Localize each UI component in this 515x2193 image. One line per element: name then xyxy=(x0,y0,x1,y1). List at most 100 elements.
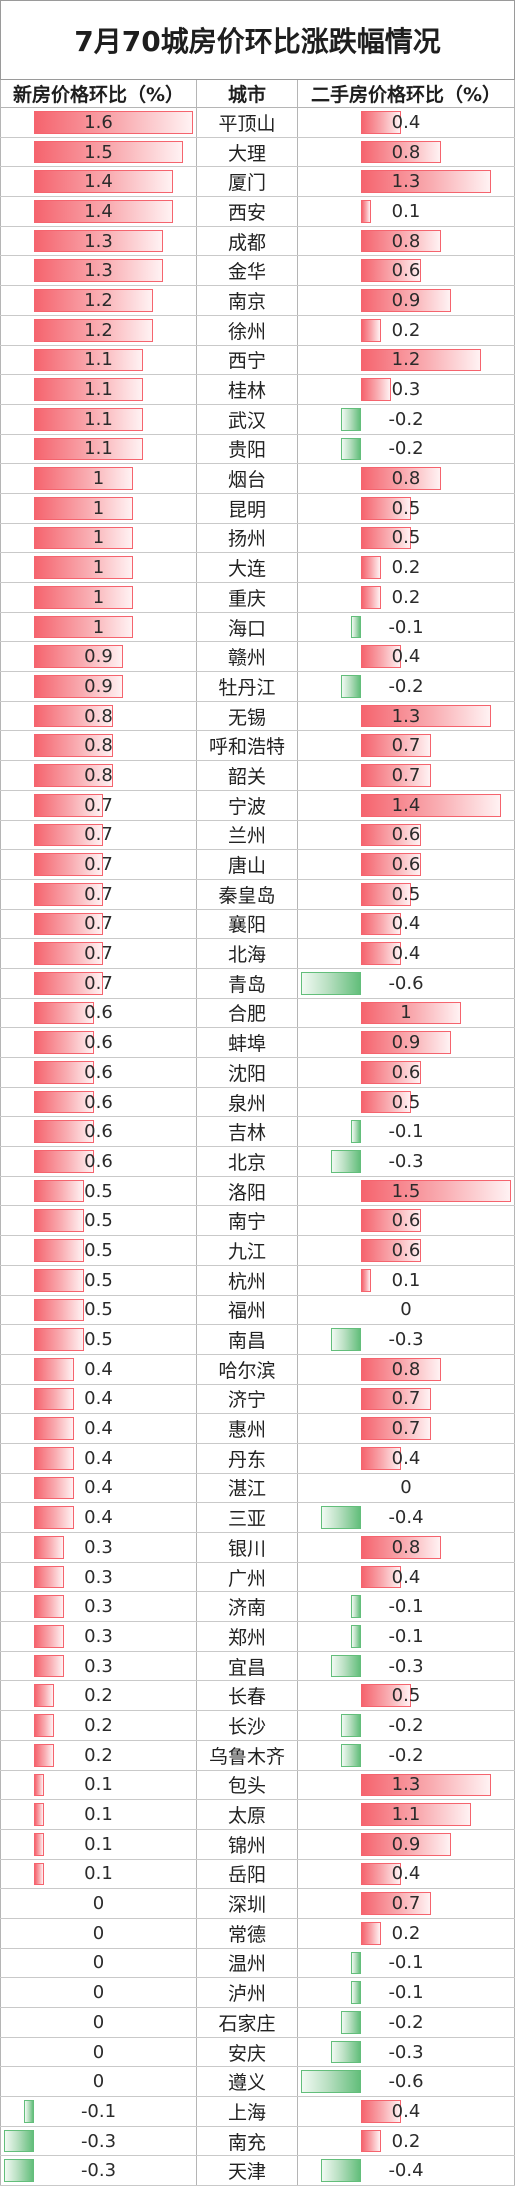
city-name: 重庆 xyxy=(227,587,266,610)
second-hand-price-cell: 0.2 xyxy=(298,1918,515,1948)
second-hand-price-bar xyxy=(361,140,441,164)
table-row: 1 海口 -0.1 xyxy=(0,612,515,643)
new-price-value: 0.7 xyxy=(84,913,113,935)
city-name: 石家庄 xyxy=(218,2012,276,2035)
second-hand-price-bar xyxy=(361,318,381,342)
table-row: 1.1 桂林 0.3 xyxy=(0,375,515,405)
second-hand-price-bar xyxy=(341,1743,361,1767)
header-new-price: 新房价格环比（%） xyxy=(0,80,197,107)
city-cell: 北京 xyxy=(197,1147,298,1176)
new-price-value: 0 xyxy=(92,2041,105,2063)
second-hand-price-bar xyxy=(341,407,361,431)
new-price-value: 0.5 xyxy=(84,1180,113,1202)
second-hand-price-cell: 0.4 xyxy=(298,2097,515,2126)
second-hand-price-cell: 0.8 xyxy=(298,137,515,167)
new-price-cell: 0.1 xyxy=(0,1770,197,1800)
second-hand-price-cell: -0.1 xyxy=(298,1592,515,1622)
table-row: 0.3 银川 0.8 xyxy=(0,1533,515,1563)
second-hand-price-cell: 0.4 xyxy=(298,1443,515,1473)
city-cell: 岳阳 xyxy=(197,1859,298,1889)
second-hand-price-bar xyxy=(361,2100,401,2123)
table-row: 0.3 宜昌 -0.3 xyxy=(0,1651,515,1682)
new-price-cell: 0.7 xyxy=(0,820,197,850)
table-row: 0 石家庄 -0.2 xyxy=(0,2008,515,2038)
new-price-bar xyxy=(33,704,114,728)
new-price-value: 1.1 xyxy=(84,379,113,401)
second-hand-price-value: 0.5 xyxy=(391,1685,421,1707)
second-hand-price-bar xyxy=(361,2129,381,2153)
new-price-bar xyxy=(33,793,104,817)
second-hand-price-cell: 1.4 xyxy=(298,790,515,820)
new-price-bar xyxy=(33,111,193,134)
city-cell: 南充 xyxy=(197,2126,298,2156)
new-price-value: 0.8 xyxy=(84,764,113,786)
city-cell: 襄阳 xyxy=(197,909,298,939)
new-price-bar xyxy=(33,734,114,758)
city-cell: 平顶山 xyxy=(197,108,298,137)
new-price-value: 0.5 xyxy=(84,1329,113,1351)
city-name: 三亚 xyxy=(227,1508,266,1531)
second-hand-price-cell: -0.2 xyxy=(298,404,515,434)
new-price-value: 0.1 xyxy=(84,1863,113,1885)
city-cell: 锦州 xyxy=(197,1829,298,1859)
table-row: 1.3 成都 0.8 xyxy=(0,226,515,257)
second-hand-price-bar xyxy=(361,1446,401,1470)
city-name: 贵阳 xyxy=(227,439,266,462)
new-price-cell: 1.3 xyxy=(0,226,197,256)
new-price-value: 0.2 xyxy=(84,1714,113,1736)
second-hand-price-value: 0.9 xyxy=(391,289,421,311)
new-price-bar xyxy=(33,1001,94,1025)
city-name: 平顶山 xyxy=(218,112,276,135)
new-price-bar xyxy=(33,1150,94,1173)
new-price-value: 1.3 xyxy=(84,260,113,282)
city-cell: 徐州 xyxy=(197,315,298,345)
city-name: 丹东 xyxy=(227,1448,266,1471)
second-hand-price-cell: -0.4 xyxy=(298,2156,515,2186)
city-cell: 成都 xyxy=(197,226,298,256)
table-row: 0 安庆 -0.3 xyxy=(0,2037,515,2068)
new-price-value: 0.7 xyxy=(84,883,113,905)
table-row: 0.8 韶关 0.7 xyxy=(0,761,515,791)
new-price-value: 0.4 xyxy=(84,1507,113,1529)
second-hand-price-bar xyxy=(361,229,441,253)
second-hand-price-bar xyxy=(331,1328,361,1351)
new-price-bar xyxy=(33,1328,84,1351)
table-row: 1 扬州 0.5 xyxy=(0,523,515,554)
new-price-bar xyxy=(33,496,134,520)
table-row: 0 深圳 0.7 xyxy=(0,1889,515,1919)
city-cell: 大理 xyxy=(197,137,298,167)
second-hand-price-value: 0.4 xyxy=(391,943,421,965)
new-price-cell: 0.4 xyxy=(0,1503,197,1532)
second-hand-price-bar xyxy=(351,615,361,639)
city-name: 泉州 xyxy=(227,1092,266,1115)
city-name: 上海 xyxy=(227,2101,266,2124)
table-row: 1 昆明 0.5 xyxy=(0,493,515,524)
table-row: 1.6 平顶山 0.4 xyxy=(0,108,515,138)
second-hand-price-bar xyxy=(361,1061,421,1084)
city-name: 乌鲁木齐 xyxy=(208,1745,285,1768)
table-row: 0.4 湛江 0 xyxy=(0,1473,515,1504)
second-hand-price-bar xyxy=(321,1506,361,1529)
second-hand-price-bar xyxy=(361,1417,431,1440)
second-hand-price-bar xyxy=(361,1536,441,1559)
second-hand-price-value: 0 xyxy=(400,1299,412,1321)
new-price-cell: 1.3 xyxy=(0,256,197,286)
second-hand-price-bar xyxy=(331,2040,361,2064)
new-price-cell: 0.3 xyxy=(0,1592,197,1622)
table-row: 0.9 赣州 0.4 xyxy=(0,642,515,673)
second-hand-price-cell: 0.7 xyxy=(298,1414,515,1443)
second-hand-price-value: -0.6 xyxy=(388,972,424,994)
new-price-value: 0.7 xyxy=(84,824,113,846)
second-hand-price-bar xyxy=(361,1565,401,1589)
table-row: 0.7 秦皇岛 0.5 xyxy=(0,879,515,910)
new-price-cell: -0.3 xyxy=(0,2156,197,2186)
second-hand-price-value: 0.2 xyxy=(391,2130,421,2152)
table-row: 0.6 北京 -0.3 xyxy=(0,1147,515,1177)
city-cell: 南京 xyxy=(197,286,298,315)
second-hand-price-bar xyxy=(361,289,451,312)
second-hand-price-value: 0.7 xyxy=(391,1418,421,1440)
city-name: 襄阳 xyxy=(227,914,266,937)
new-price-cell: -0.1 xyxy=(0,2097,197,2126)
new-price-value: 1 xyxy=(92,497,105,519)
second-hand-price-value: -0.3 xyxy=(388,2041,424,2063)
